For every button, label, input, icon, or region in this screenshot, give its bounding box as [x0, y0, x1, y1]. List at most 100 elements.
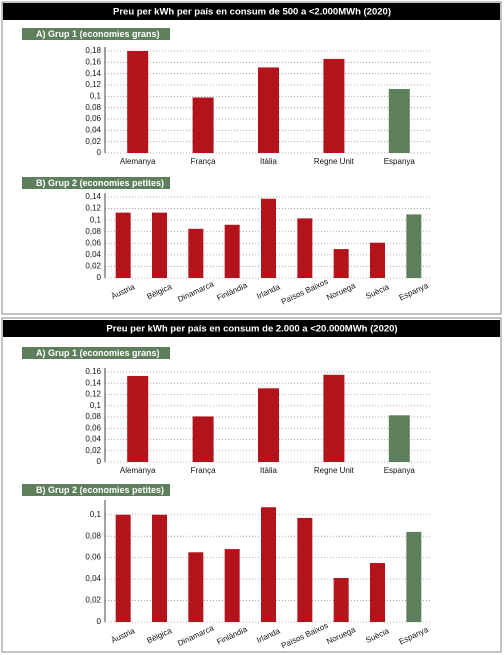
y-tick-label: 0	[97, 148, 102, 157]
bar	[297, 517, 313, 622]
x-tick-label: Espanya	[384, 157, 416, 166]
y-tick-label: 0,08	[85, 103, 101, 112]
y-tick-label: 0,02	[85, 596, 101, 605]
y-tick-label: 0,1	[90, 401, 102, 410]
x-tick-label: Alemanya	[120, 466, 156, 475]
y-tick-label: 0	[97, 617, 102, 626]
bar	[127, 51, 149, 153]
y-tick-label: 0,06	[85, 423, 101, 432]
bar	[127, 375, 149, 462]
x-tick-label: Països Baixos	[280, 277, 330, 307]
x-tick-label: Bèlgica	[146, 626, 174, 645]
y-tick-label: 0,16	[85, 57, 101, 66]
group-label-box	[22, 484, 170, 496]
bar	[333, 249, 349, 278]
y-tick-label: 0,1	[90, 215, 102, 224]
panel-title: Preu per kWh per país en consum de 500 a…	[113, 7, 391, 18]
group-label-box	[22, 347, 170, 359]
bar	[188, 228, 204, 278]
x-tick-label: Espanya	[384, 466, 416, 475]
x-tick-label: Noruega	[325, 625, 357, 646]
y-tick-label: 0,08	[85, 227, 101, 236]
group-label-box	[22, 177, 170, 189]
y-tick-label: 0,12	[85, 204, 101, 213]
bar	[192, 416, 214, 462]
panel-title: Preu per kWh per país en consum de 2.000…	[106, 324, 397, 335]
x-tick-label: Regne Unit	[314, 157, 355, 166]
x-tick-label: Itàlia	[260, 157, 277, 166]
bar	[323, 58, 345, 153]
x-tick-label: Espanya	[398, 281, 431, 303]
y-tick-label: 0,04	[85, 250, 101, 259]
x-tick-label: Suècia	[364, 626, 390, 645]
group-label: A) Grup 1 (economies grans)	[36, 29, 160, 39]
y-tick-label: 0,02	[85, 137, 101, 146]
panel-title-bar	[3, 3, 500, 20]
group-label: A) Grup 1 (economies grans)	[36, 348, 160, 358]
y-tick-label: 0,08	[85, 412, 101, 421]
bar	[188, 552, 204, 622]
x-tick-label: Dinamarca	[176, 279, 215, 304]
x-tick-label: França	[191, 157, 216, 166]
y-tick-label: 0,04	[85, 574, 101, 583]
y-tick-label: 0,12	[85, 80, 101, 89]
x-tick-label: Regne Unit	[314, 466, 355, 475]
bar	[192, 97, 214, 153]
y-tick-label: 0,1	[90, 91, 102, 100]
y-tick-label: 0,12	[85, 390, 101, 399]
bar	[297, 218, 313, 278]
x-tick-label: Bèlgica	[146, 282, 174, 301]
bar	[258, 67, 279, 153]
x-tick-label: França	[191, 466, 216, 475]
y-tick-label: 0,06	[85, 238, 101, 247]
x-tick-label: Suècia	[364, 282, 390, 301]
x-tick-label: Irlanda	[255, 282, 281, 301]
bar	[388, 88, 410, 153]
y-tick-label: 0,18	[85, 46, 101, 55]
bar	[224, 224, 240, 278]
y-tick-label: 0,16	[85, 367, 101, 376]
bar	[152, 514, 167, 622]
x-tick-label: Alemanya	[120, 157, 156, 166]
group-label-box	[22, 28, 170, 40]
x-tick-label: Àustria	[110, 282, 137, 301]
bar	[261, 198, 276, 278]
bar	[406, 531, 422, 622]
x-tick-label: Noruega	[325, 281, 357, 302]
bar	[115, 212, 131, 278]
x-tick-label: Itàlia	[260, 466, 277, 475]
bar	[333, 578, 349, 622]
bar	[152, 212, 167, 278]
y-tick-label: 0,02	[85, 262, 101, 271]
y-tick-label: 0,14	[85, 69, 101, 78]
y-tick-label: 0	[97, 457, 102, 466]
bar	[370, 563, 385, 622]
x-tick-label: Finlàndia	[215, 280, 249, 302]
y-tick-label: 0,14	[85, 378, 101, 387]
x-tick-label: Dinamarca	[176, 623, 215, 648]
y-tick-label: 0,14	[85, 192, 101, 201]
y-tick-label: 0,08	[85, 531, 101, 540]
x-tick-label: Espanya	[398, 625, 431, 647]
group-label: B) Grup 2 (economies petites)	[36, 178, 164, 188]
bar	[388, 415, 410, 462]
x-tick-label: Finlàndia	[215, 624, 249, 646]
bar	[406, 214, 422, 278]
bar	[115, 514, 131, 622]
bar	[258, 388, 279, 462]
bar	[323, 374, 345, 462]
panel-title-bar	[3, 320, 500, 337]
y-tick-label: 0	[97, 273, 102, 282]
bar	[261, 507, 276, 622]
x-tick-label: Països Baixos	[280, 621, 330, 651]
y-tick-label: 0,04	[85, 125, 101, 134]
y-tick-label: 0,02	[85, 446, 101, 455]
group-label: B) Grup 2 (economies petites)	[36, 485, 164, 495]
y-tick-label: 0,1	[90, 510, 102, 519]
y-tick-label: 0,04	[85, 435, 101, 444]
y-tick-label: 0,06	[85, 114, 101, 123]
y-tick-label: 0,06	[85, 553, 101, 562]
x-tick-label: Àustria	[110, 626, 137, 645]
x-tick-label: Irlanda	[255, 626, 281, 645]
